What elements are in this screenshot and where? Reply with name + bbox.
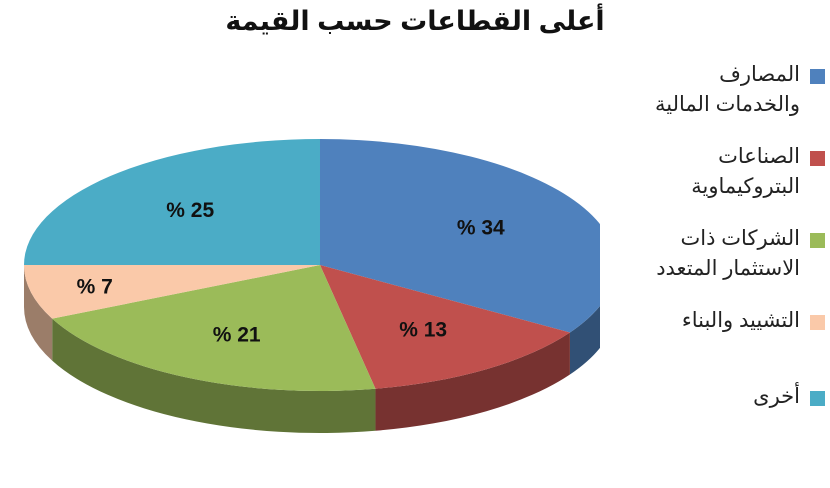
- legend-swatch-1: [810, 151, 825, 166]
- legend-item-0: المصارف والخدمات المالية: [605, 60, 825, 120]
- pie-slice-side-2: [52, 318, 376, 433]
- legend-item-3: التشييد والبناء: [605, 306, 825, 336]
- legend-label-4: أخرى: [753, 385, 800, 408]
- pie-slice-side-0: [569, 305, 600, 375]
- legend-swatch-0: [810, 69, 825, 84]
- slice-label-0: % 34: [457, 216, 505, 239]
- pie-slice-3: [24, 265, 320, 319]
- pie-side-walls: [24, 265, 600, 433]
- slice-label-1: % 13: [399, 319, 447, 342]
- pie-labels: % 34 % 13 % 21 % 7 % 25: [77, 199, 505, 347]
- legend-label-2: الشركات ذات الاستثمار المتعدد: [656, 227, 800, 280]
- legend-label-1: الصناعات البتروكيماوية: [691, 145, 800, 198]
- slice-label-2: % 21: [213, 324, 261, 347]
- legend-label-0: المصارف والخدمات المالية: [655, 63, 800, 116]
- slice-label-3: % 7: [77, 275, 113, 298]
- legend-swatch-2: [810, 233, 825, 248]
- legend-item-1: الصناعات البتروكيماوية: [605, 142, 825, 202]
- chart-title: أعلى القطاعات حسب القيمة: [225, 6, 605, 36]
- legend-item-4: أخرى: [605, 382, 825, 412]
- pie-slice-side-3: [24, 265, 53, 361]
- pie-top: [24, 139, 600, 391]
- legend-swatch-4: [810, 391, 825, 406]
- legend-swatch-3: [810, 315, 825, 330]
- pie-slice-2: [52, 265, 376, 391]
- pie-slice-0: [320, 139, 600, 333]
- slice-label-4: % 25: [166, 199, 214, 222]
- pie-slice-4: [24, 139, 320, 265]
- legend-item-2: الشركات ذات الاستثمار المتعدد: [605, 224, 825, 284]
- legend-label-3: التشييد والبناء: [681, 309, 800, 332]
- pie-slice-1: [320, 265, 570, 389]
- pie-chart: % 34 % 13 % 21 % 7 % 25: [24, 139, 600, 433]
- pie-slice-side-1: [375, 332, 570, 431]
